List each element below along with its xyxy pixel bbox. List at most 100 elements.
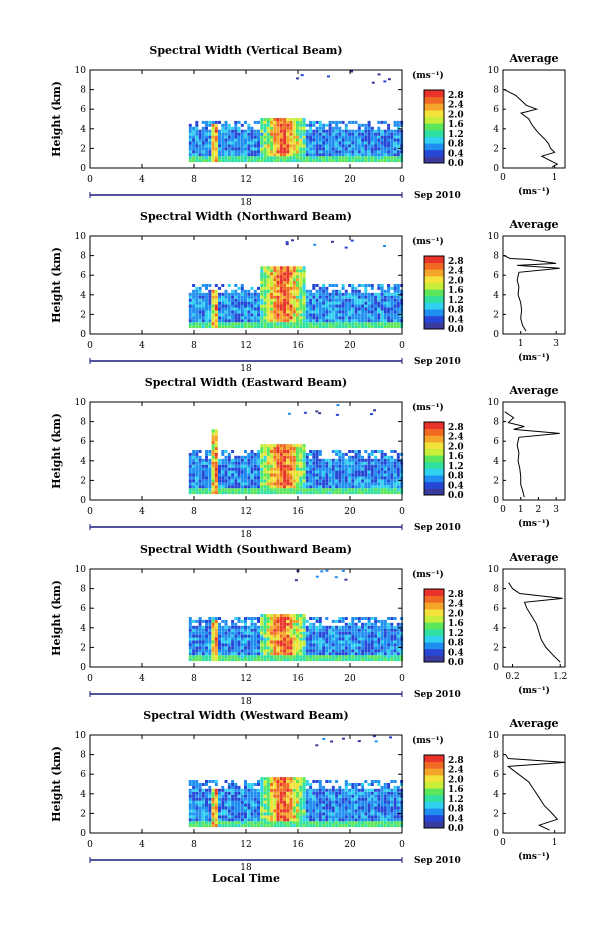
heatmap-cell: [240, 304, 244, 308]
heatmap-cell: [240, 643, 244, 647]
heatmap-cell: [260, 617, 264, 620]
heatmap-cell: [270, 132, 273, 136]
heatmap-cell: [367, 461, 371, 465]
heatmap-cell: [224, 316, 228, 320]
heatmap-cell: [266, 118, 270, 121]
heatmap-cell: [247, 313, 251, 317]
heatmap-cell: [257, 800, 260, 804]
heatmap-cell: [263, 447, 267, 450]
heatmap-cell: [344, 649, 348, 653]
heatmap-cell: [192, 824, 196, 828]
heatmap-cell: [201, 794, 205, 798]
heatmap-cell: [377, 450, 381, 453]
heatmap-cell: [344, 301, 348, 305]
heatmap-cell: [286, 144, 290, 148]
heatmap-cell: [237, 301, 241, 305]
heatmap-cell: [253, 803, 257, 807]
heatmap-cell: [299, 316, 303, 320]
heatmap-cell: [305, 806, 309, 810]
heatmap-cell: [338, 658, 342, 662]
heatmap-cell: [289, 295, 293, 299]
y-axis-label: Height (km): [50, 580, 63, 656]
heatmap-cell: [309, 646, 313, 650]
heatmap-cell: [257, 473, 260, 477]
heatmap-cell: [237, 295, 241, 299]
heatmap-cell: [257, 788, 260, 792]
heatmap-cell: [221, 126, 225, 130]
heatmap-cell: [393, 292, 397, 296]
heatmap-cell: [263, 281, 267, 284]
heatmap-cell: [231, 622, 235, 626]
heatmap-cell: [315, 156, 319, 160]
heatmap-cell: [338, 467, 342, 471]
heatmap-cell: [198, 625, 202, 629]
heatmap-cell: [299, 794, 303, 798]
heatmap-cell: [315, 129, 319, 133]
heatmap-cell: [335, 658, 339, 662]
heatmap-cell: [377, 298, 381, 302]
heatmap-cell: [335, 467, 339, 471]
profile-frame: [502, 568, 566, 668]
heatmap-cell: [380, 640, 384, 644]
heatmap-cell: [387, 286, 391, 290]
heatmap-cell: [195, 135, 199, 139]
heatmap-cell: [380, 643, 384, 647]
heatmap-cell: [328, 120, 332, 124]
heatmap-cell: [377, 126, 381, 130]
heatmap-cell: [240, 791, 244, 795]
heatmap-cell: [331, 797, 335, 801]
heatmap-cell: [266, 821, 270, 825]
heatmap-cell: [348, 120, 352, 124]
heatmap-cell: [351, 803, 355, 807]
heatmap-cell: [302, 628, 306, 632]
heatmap-cell: [214, 488, 218, 492]
heatmap-cell: [377, 491, 381, 495]
heatmap-cell: [383, 646, 387, 650]
heatmap-cell: [237, 153, 241, 157]
heatmap-cell: [201, 156, 205, 160]
heatmap-cell: [312, 301, 316, 305]
heatmap-cell: [263, 777, 267, 781]
heatmap-cell: [338, 455, 342, 459]
heatmap-cell: [322, 485, 326, 489]
heatmap-cell: [201, 319, 205, 323]
heatmap-cell: [309, 617, 313, 620]
heatmap-cell: [266, 488, 270, 492]
heatmap-cell: [299, 655, 303, 659]
heatmap-cell: [211, 488, 215, 492]
heatmap-cell: [299, 126, 303, 130]
heatmap-cell: [315, 649, 319, 653]
heatmap-cell: [325, 812, 329, 816]
heatmap-cell: [315, 791, 319, 795]
heatmap-cell: [302, 153, 306, 157]
heatmap-cell: [260, 129, 264, 133]
heatmap-cell: [318, 304, 322, 308]
heatmap-cell: [276, 295, 280, 299]
heatmap-cell: [231, 800, 235, 804]
heatmap-cell: [205, 476, 208, 480]
heatmap-cell: [266, 266, 270, 270]
heatmap-cell: [260, 815, 264, 819]
heatmap-cell: [195, 301, 199, 305]
heatmap-cell: [218, 818, 221, 822]
heatmap-cell: [331, 649, 335, 653]
heatmap-cell: [263, 319, 267, 323]
heatmap-cell: [270, 138, 273, 142]
heatmap-cell: [283, 818, 287, 822]
heatmap-cell: [224, 491, 228, 495]
heatmap-cell: [273, 269, 277, 273]
heatmap-cell: [328, 815, 332, 819]
heatmap-cell: [247, 812, 251, 816]
heatmap-cell: [205, 491, 208, 495]
heatmap-cell: [354, 628, 358, 632]
heatmap-cell: [240, 625, 244, 629]
heatmap-cell: [370, 292, 374, 296]
heatmap-cell: [188, 467, 192, 471]
heatmap-cell: [260, 310, 264, 314]
heatmap-cell: [344, 800, 348, 804]
heatmap-cell: [364, 144, 368, 148]
heatmap-cell: [299, 455, 303, 459]
heatmap-cell: [338, 619, 342, 623]
heatmap-cell: [237, 470, 241, 474]
heatmap-cell: [396, 301, 400, 305]
